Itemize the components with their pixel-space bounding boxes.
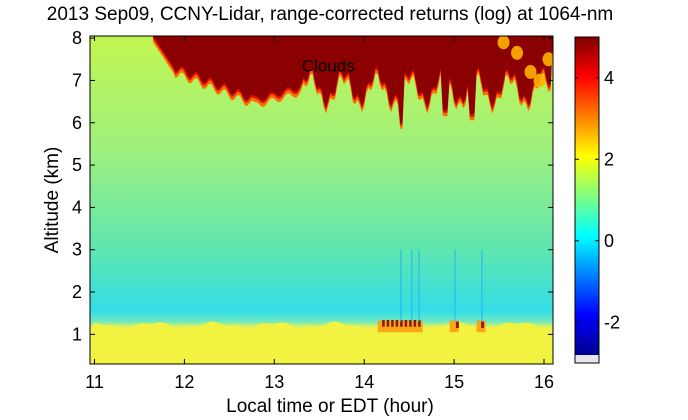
colorbar-tick-label: 0: [604, 231, 614, 251]
aerosol-core: [409, 319, 412, 327]
y-tick-label: 7: [72, 70, 82, 90]
aerosol-core: [386, 319, 390, 327]
aerosol-core: [418, 319, 421, 327]
cloud-gap: [542, 52, 553, 67]
aerosol-core: [391, 319, 394, 327]
fallstreak: [400, 249, 402, 322]
y-tick-label: 8: [72, 28, 82, 48]
colorbar-gradient: [575, 37, 599, 355]
cloud-gap: [524, 64, 537, 79]
fallstreak: [481, 249, 483, 322]
fallstreak: [454, 249, 456, 322]
y-tick-label: 3: [72, 240, 82, 260]
x-axis: 11 12 13 14 15 16: [85, 36, 554, 392]
aerosol-core: [395, 319, 399, 327]
x-tick-label: 14: [354, 372, 374, 392]
y-tick-label: 2: [72, 282, 82, 302]
fallstreak: [410, 249, 413, 322]
clouds-annotation: Clouds: [302, 57, 355, 76]
chart-title: 2013 Sep09, CCNY-Lidar, range-corrected …: [47, 4, 613, 25]
aerosol-core: [404, 319, 408, 327]
y-tick-label: 4: [72, 197, 82, 217]
cloud-core: [152, 36, 553, 123]
plot-frame: [89, 35, 554, 365]
y-axis: 1 2 3 4 5 6 7 8: [72, 28, 553, 344]
aerosol-core: [455, 321, 459, 329]
aerosol-core: [382, 319, 385, 327]
colorbar-tick-label: 4: [604, 68, 614, 88]
cloud-gap: [511, 45, 524, 60]
x-tick-label: 11: [85, 372, 104, 392]
colorbar: -2 0 2 4: [574, 36, 620, 364]
y-axis-label: Altitude (km): [42, 147, 63, 254]
colorbar-tick-label: -2: [604, 312, 620, 332]
cloud-gap: [533, 73, 546, 88]
y-tick-label: 5: [72, 155, 82, 175]
colorbar-underflow: [575, 355, 599, 363]
x-axis-label: Local time or EDT (hour): [226, 396, 434, 417]
colorbar-frame: [574, 36, 600, 364]
x-tick-label: 12: [174, 372, 194, 392]
aerosol-core: [413, 319, 417, 327]
x-tick-label: 16: [534, 372, 554, 392]
colorbar-ticks: -2 0 2 4: [575, 68, 620, 332]
heatmap-features: [90, 36, 553, 364]
aerosol-core: [481, 321, 485, 329]
aerosol-patch: [449, 320, 459, 333]
plot-area: [90, 36, 553, 364]
y-tick-label: 1: [72, 324, 82, 344]
cloud-gap: [497, 36, 510, 50]
y-tick-label: 6: [72, 113, 82, 133]
colorbar-tick-label: 2: [604, 149, 614, 169]
aerosol-core: [400, 319, 403, 327]
x-tick-label: 15: [444, 372, 464, 392]
fallstreak: [418, 249, 420, 322]
boundary-layer-band: [90, 321, 553, 364]
x-tick-label: 13: [264, 372, 284, 392]
